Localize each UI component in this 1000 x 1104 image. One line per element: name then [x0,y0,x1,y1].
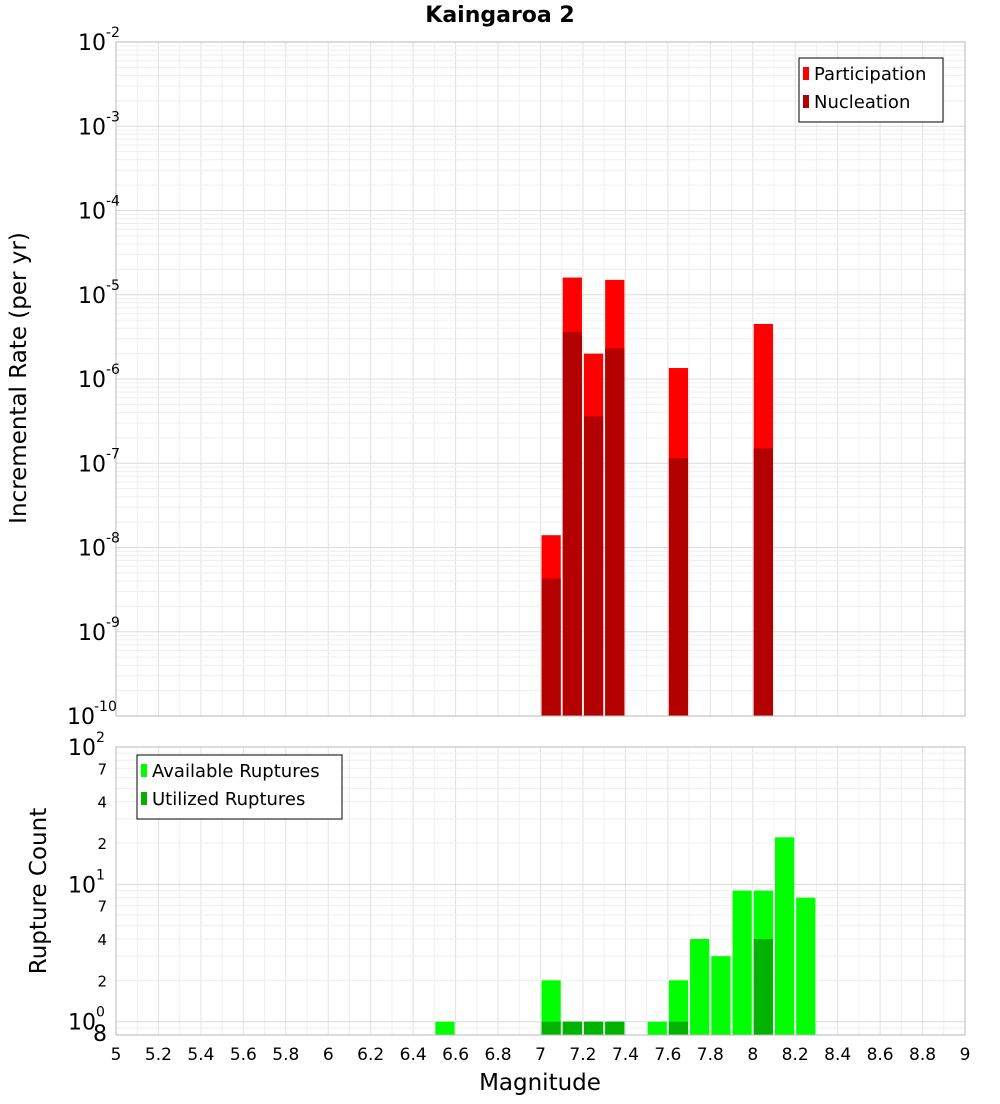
rupture-y-minor-tick-label: 2 [97,835,107,853]
rupture-bar-utilized-ruptures [583,1021,604,1035]
rate-y-tick-label: 10 [78,621,106,646]
rate-axis-label: Incremental Rate (per yr) [6,232,32,524]
rupture-y-minor-tick-label: 2 [97,972,107,990]
rate-y-tick-exponent: -8 [106,531,120,547]
rupture-bar-utilized-ruptures [541,1021,561,1035]
rate-bar-nucleation [583,416,604,716]
rate-plot-frame [115,41,966,717]
rupture-y-tick-label: 10 [68,1011,96,1036]
rate-bar-nucleation [668,458,689,716]
rate-y-tick-label: 10 [78,284,106,309]
rupture-count-axis-label: Rupture Count [26,808,52,974]
rate-y-tick-label: 10 [78,200,106,225]
magnitude-x-tick-label: 6 [323,1045,334,1065]
magnitude-x-tick-label: 7.4 [612,1045,639,1065]
rate-y-tick-exponent: -4 [106,194,120,210]
rate-legend-swatch [803,95,809,108]
magnitude-x-tick-label: 8.4 [824,1045,851,1065]
magnitude-x-tick-label: 5.6 [230,1045,257,1065]
magnitude-x-tick-label: 5.8 [272,1045,299,1065]
rupture-bar-available-ruptures [435,1021,455,1035]
chart-title: Kaingaroa 2 [425,3,574,28]
rupture-plot-frame [115,746,966,1036]
rate-y-tick-label: 10 [78,452,106,477]
rupture-legend-label: Available Ruptures [152,761,320,782]
rupture-y-minor-tick-label: 4 [97,794,107,812]
rupture-bar-available-ruptures [732,890,752,1035]
magnitude-x-tick-label: 7.6 [654,1045,681,1065]
rupture-y-minor-tick-label: 8 [93,1022,107,1047]
rate-y-tick-exponent: -5 [106,278,120,294]
rate-y-tick-label: 10 [67,705,95,730]
magnitude-x-tick-label: 6.2 [357,1045,384,1065]
rupture-bar-available-ruptures [690,939,710,1035]
rate-legend-label: Nucleation [814,92,910,113]
rupture-bar-utilized-ruptures [753,939,773,1035]
magnitude-x-tick-label: 7 [535,1045,546,1065]
rupture-bar-available-ruptures [647,1021,667,1035]
magnitude-x-tick-label: 6.6 [442,1045,469,1065]
magnitude-x-tick-label: 8.6 [867,1045,894,1065]
magnitude-x-tick-label: 7.8 [697,1045,724,1065]
rupture-bar-available-ruptures [541,980,561,1035]
rate-y-tick-exponent: -2 [106,25,120,41]
rupture-bar-available-ruptures [711,956,731,1035]
magnitude-x-tick-label: 5.4 [187,1045,214,1065]
rupture-y-tick-label: 10 [68,736,96,761]
rate-bar-nucleation [562,332,582,716]
rupture-bar-utilized-ruptures [605,1021,625,1035]
rate-y-tick-exponent: -7 [106,446,120,462]
magnitude-x-tick-label: 6.4 [400,1045,427,1065]
rate-y-tick-exponent: -6 [106,362,120,378]
rate-y-tick-exponent: -3 [106,109,120,125]
rate-y-tick-label: 10 [78,537,106,562]
rupture-y-tick-exponent: 1 [96,867,105,883]
magnitude-x-tick-label: 8.2 [782,1045,809,1065]
rate-y-tick-label: 10 [78,115,106,140]
rupture-y-minor-tick-label: 7 [97,760,107,778]
rate-legend-swatch [803,67,809,80]
rupture-bar-available-ruptures [668,980,689,1035]
rupture-legend-swatch [141,792,147,805]
rate-bar-nucleation [605,348,625,716]
rate-bar-nucleation [753,448,773,716]
rupture-bar-utilized-ruptures [562,1021,582,1035]
rupture-y-tick-label: 10 [68,873,96,898]
rupture-y-tick-exponent: 2 [96,730,105,746]
rupture-legend-swatch [141,764,147,777]
rate-y-tick-exponent: -9 [106,615,120,631]
rate-y-tick-exponent: -10 [94,699,117,715]
rupture-bar-available-ruptures [774,837,795,1035]
rate-y-tick-label: 10 [78,368,106,393]
rupture-legend-label: Utilized Ruptures [152,789,305,810]
rate-bar-nucleation [541,578,561,716]
magnitude-x-tick-label: 6.8 [485,1045,512,1065]
rupture-y-minor-tick-label: 7 [97,898,107,916]
magnitude-x-tick-label: 5.2 [145,1045,172,1065]
rupture-y-minor-tick-label: 4 [97,931,107,949]
rupture-bar-utilized-ruptures [668,1021,689,1035]
rupture-y-tick-exponent: 0 [96,1005,105,1021]
rate-legend-box [798,57,944,123]
rupture-bar-available-ruptures [796,897,816,1035]
magnitude-x-tick-label: 8 [747,1045,758,1065]
rate-legend-label: Participation [814,64,926,85]
magnitude-x-tick-label: 5 [111,1045,122,1065]
magnitude-x-tick-label: 9 [960,1045,971,1065]
rate-y-tick-label: 10 [78,31,106,56]
rupture-legend-box [136,754,343,820]
magnitude-x-tick-label: 8.8 [909,1045,936,1065]
magnitude-x-tick-label: 7.2 [569,1045,596,1065]
magnitude-axis-label: Magnitude [479,1070,601,1096]
